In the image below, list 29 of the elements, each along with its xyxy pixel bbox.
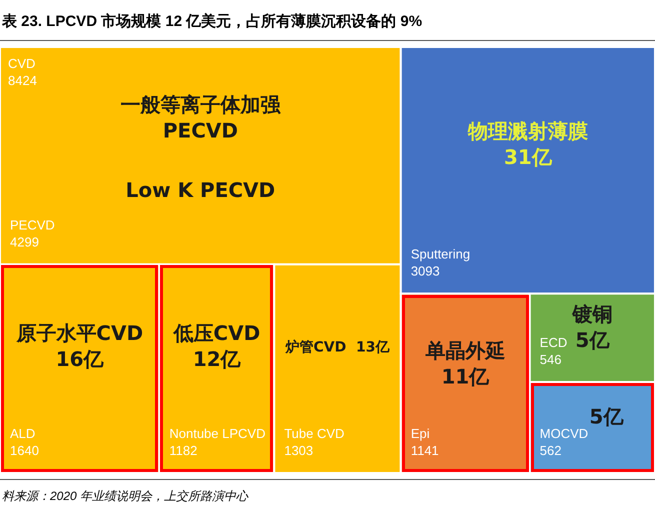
category-label: PECVD [10, 217, 55, 232]
category-label: Nontube LPCVD [169, 426, 266, 442]
data-label: 1640 [10, 443, 39, 458]
data-label: 562 [540, 443, 562, 458]
category-label: ECD [540, 335, 568, 350]
text: 5亿 [589, 404, 624, 429]
category-label: Tube CVD [284, 426, 344, 442]
text: 镀铜 5亿 [572, 302, 612, 352]
text: 表 23. LPCVD 市场规模 12 亿美元，占所有薄膜沉积设备的 9% [0, 0, 655, 41]
text: 低压CVD 12亿 [173, 321, 260, 372]
series-label: CVD [8, 56, 36, 72]
text: 料来源：2020 年业绩说明会，上交所路演中心 [0, 479, 655, 505]
text: 炉管CVD 13亿 [286, 339, 390, 356]
data-label: 1303 [284, 443, 314, 458]
text: 单晶外延 11亿 [425, 338, 506, 389]
data-label: 1182 [169, 443, 198, 458]
text: 原子水平CVD 16亿 [16, 321, 144, 372]
data-label: 546 [540, 352, 562, 368]
category-label: MOCVD [540, 426, 588, 442]
data-label: 4299 [10, 234, 39, 250]
text: 一般等离子体加强 PECVD [120, 92, 280, 143]
data-label: 3093 [410, 264, 440, 279]
text: 8424 [8, 73, 37, 88]
text: Low K PECVD [126, 178, 276, 202]
data-label: 1141 [410, 443, 439, 458]
category-label: ALD [10, 426, 36, 442]
text: 物理溅射薄膜 31亿 [468, 118, 588, 169]
category-label: Epi [410, 426, 430, 442]
category-label: Sputtering [410, 246, 470, 262]
